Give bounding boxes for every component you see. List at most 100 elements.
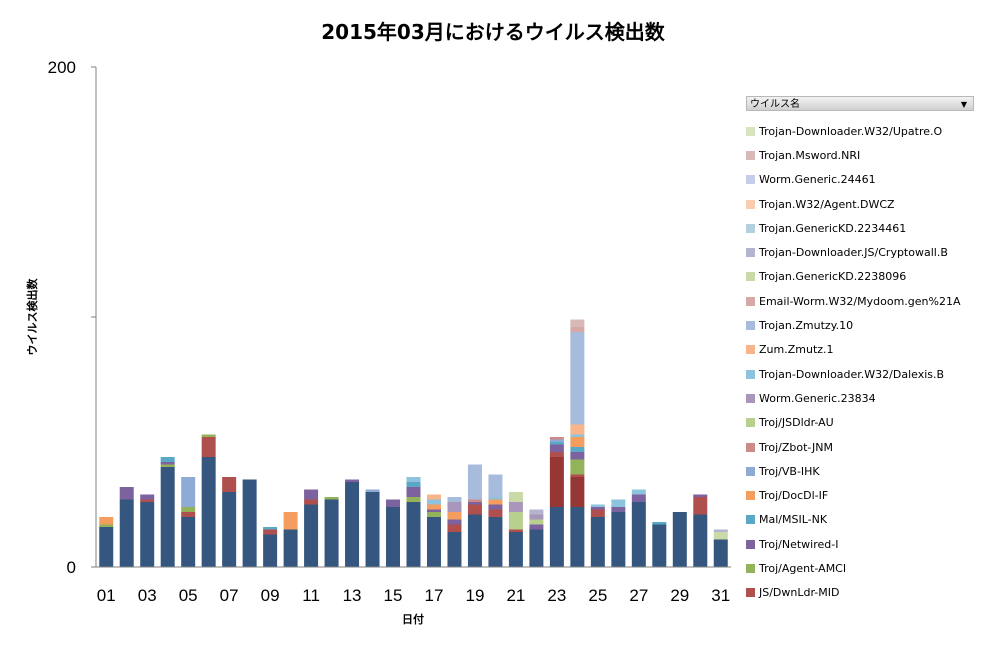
legend-item[interactable]: Zum.Zmutz.1 [746,338,974,362]
legend-label: Trojan-Downloader.W32/Dalexis.B [759,367,945,381]
bar-segment [611,499,626,507]
bar-segment [611,507,626,512]
bar-segment [242,479,257,567]
x-axis-title: 日付 [402,612,424,626]
bar-segment [447,532,462,567]
legend-item[interactable]: Worm.Generic.23834 [746,386,974,410]
bar-segment [345,482,360,567]
bar-segment [488,504,503,510]
legend-item[interactable]: Worm.Generic.24461 [746,168,974,192]
bar-segment [508,502,523,512]
legend-item[interactable]: Trojan.Msword.NRI [746,143,974,167]
bar-segment [570,507,585,567]
legend-label: Troj/VB-IHK [759,464,820,478]
chart-title: 2015年03月におけるウイルス検出数 [321,20,665,44]
bar-segment [99,524,114,527]
legend-swatch [746,272,755,282]
bar-segment [590,507,605,510]
legend-item[interactable]: Trojan-Downloader.W32/Upatre.O [746,119,974,143]
bar-segment [263,529,278,535]
legend-item[interactable]: Troj/JSDldr-AU [746,411,974,435]
bar-segment [488,474,503,497]
legend-item[interactable]: Troj/Netwired-I [746,532,974,556]
bar-segment [508,492,523,502]
bar-segment [672,512,687,567]
legend-swatch [746,539,755,549]
y-axis-title: ウイルス検出数 [25,278,39,356]
x-tick-label: 19 [465,586,484,605]
bar-segment [549,442,564,445]
legend-filter-dropdown[interactable]: ウイルス名 ▼ [746,96,974,111]
legend-item[interactable]: Mal/MSIL-NK [746,508,974,532]
bar-segment [529,524,544,530]
legend-swatch [746,369,755,379]
legend-item[interactable]: Troj/VB-IHK [746,459,974,483]
bar-segment [713,539,728,567]
bar-segment [570,327,585,332]
bar-segment [140,499,155,502]
bar-segment [119,499,134,567]
legend-swatch [746,588,755,598]
legend-label: Email-Worm.W32/Mydoom.gen%21A [759,294,961,308]
bar-segment [406,487,421,497]
legend-swatch [746,248,755,258]
legend-swatch [746,150,755,160]
legend-item[interactable]: Troj/DocDl-IF [746,483,974,507]
bar-segment [406,497,421,502]
legend-item[interactable]: Troj/Agent-AMCI [746,556,974,580]
y-tick-label: 200 [48,58,76,77]
x-tick-label: 21 [506,586,525,605]
legend-item[interactable]: Trojan.GenericKD.2238096 [746,265,974,289]
bar-segment [181,507,196,512]
x-tick-label: 09 [261,586,280,605]
bar-segment [160,464,175,467]
x-tick-label: 15 [384,586,403,605]
bar-segment [549,437,564,440]
bar-segment [406,502,421,567]
x-tick-label: 13 [343,586,362,605]
bar-segment [304,489,319,500]
legend-item[interactable]: Trojan.Zmutzy.10 [746,313,974,337]
y-tick-label: 0 [67,558,76,577]
bar-segment [263,527,278,530]
bar-segment [570,424,585,435]
bar-segment [611,512,626,567]
legend-item[interactable]: Trojan.GenericKD.2234461 [746,216,974,240]
bar-segment [631,502,646,567]
legend-item[interactable]: JS/DwnLdr-MID [746,581,974,605]
bar-segment [160,467,175,567]
bar-segment [570,319,585,327]
bar-segment [549,444,564,452]
legend-label: Troj/Zbot-JNM [759,440,833,454]
bar-segment [426,509,441,512]
bar-segment [426,499,441,505]
legend-swatch [746,199,755,209]
x-tick-label: 05 [179,586,198,605]
bar-segment [529,519,544,525]
legend-swatch [746,466,755,476]
bar-segment [119,487,134,500]
legend-item[interactable]: Trojan-Downloader.JS/Cryptowall.B [746,240,974,264]
legend-swatch [746,442,755,452]
legend-swatch [746,126,755,136]
legend-item[interactable]: Trojan.W32/Agent.DWCZ [746,192,974,216]
bar-segment [570,452,585,460]
bar-segment [426,494,441,500]
bar-segment [201,437,216,457]
bar-segment [488,509,503,517]
bar-segment [570,474,585,477]
bar-segment [570,332,585,425]
bar-segment [549,452,564,457]
x-tick-label: 29 [670,586,689,605]
bar-segment [140,502,155,567]
legend-item[interactable]: Troj/Zbot-JNM [746,435,974,459]
bar-segment [447,497,462,502]
bar-segment [467,499,482,502]
bar-segment [160,457,175,462]
bar-segment [181,517,196,567]
legend-item[interactable]: Email-Worm.W32/Mydoom.gen%21A [746,289,974,313]
legend-item[interactable]: Trojan-Downloader.W32/Dalexis.B [746,362,974,386]
bar-segment [324,499,339,567]
x-tick-label: 31 [711,586,730,605]
